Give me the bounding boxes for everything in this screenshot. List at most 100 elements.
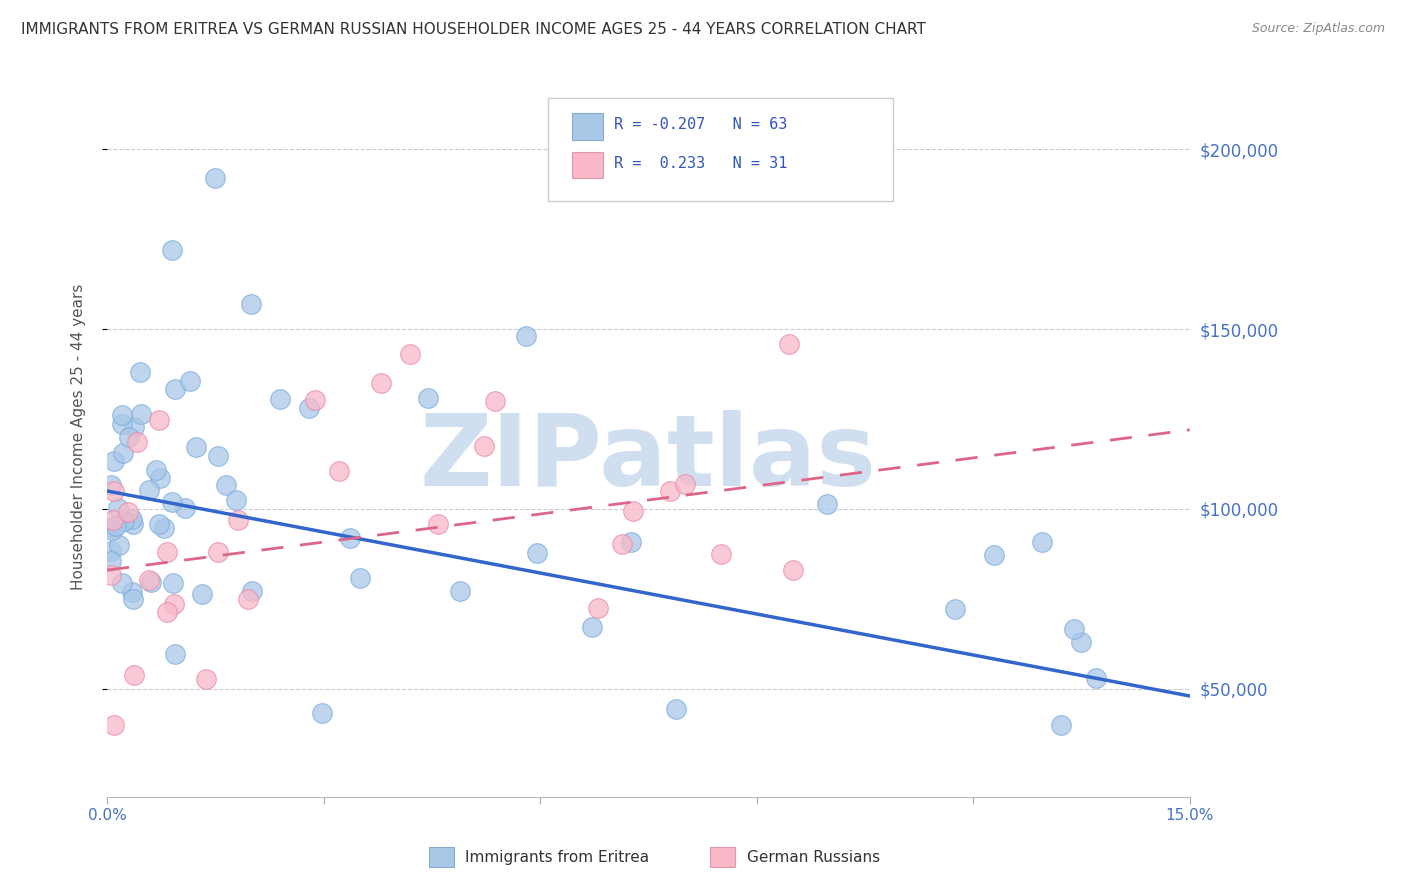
Point bbox=[125, 435, 148, 450]
Point bbox=[148, 517, 170, 532]
Text: IMMIGRANTS FROM ERITREA VS GERMAN RUSSIAN HOUSEHOLDER INCOME AGES 25 - 44 YEARS : IMMIGRANTS FROM ERITREA VS GERMAN RUSSIA… bbox=[21, 22, 927, 37]
Point bbox=[815, 497, 838, 511]
Point bbox=[349, 571, 371, 585]
Point bbox=[100, 568, 122, 582]
Point bbox=[226, 513, 249, 527]
Point bbox=[588, 601, 610, 615]
Point bbox=[526, 546, 548, 560]
Point bbox=[103, 718, 125, 732]
Point bbox=[418, 392, 440, 406]
Point bbox=[138, 483, 160, 497]
Point bbox=[619, 535, 641, 549]
Point bbox=[269, 392, 291, 407]
Point bbox=[983, 548, 1005, 562]
Point bbox=[121, 512, 143, 526]
Point bbox=[778, 337, 800, 351]
Point bbox=[108, 538, 131, 552]
Point bbox=[107, 500, 129, 515]
Point bbox=[100, 520, 122, 534]
Point bbox=[153, 521, 176, 535]
Point bbox=[370, 376, 392, 391]
Point bbox=[129, 365, 152, 379]
Point bbox=[122, 420, 145, 434]
Point bbox=[160, 495, 183, 509]
Point bbox=[943, 601, 966, 615]
Point bbox=[1084, 671, 1107, 685]
Point bbox=[184, 440, 207, 454]
Point bbox=[515, 329, 537, 343]
Point bbox=[129, 408, 152, 422]
Point bbox=[1050, 718, 1073, 732]
Point bbox=[240, 297, 263, 311]
Point bbox=[122, 668, 145, 682]
Point bbox=[339, 531, 361, 545]
Point bbox=[112, 446, 135, 460]
Point bbox=[240, 583, 263, 598]
Point bbox=[1070, 635, 1092, 649]
Point bbox=[1063, 622, 1085, 636]
Point bbox=[139, 574, 162, 589]
Point bbox=[103, 454, 125, 468]
Point bbox=[449, 583, 471, 598]
Point bbox=[304, 393, 326, 408]
Point bbox=[103, 483, 125, 498]
Point bbox=[111, 417, 134, 432]
Point bbox=[100, 478, 122, 492]
Point bbox=[225, 492, 247, 507]
Point bbox=[191, 587, 214, 601]
Point bbox=[156, 545, 179, 559]
Point bbox=[215, 478, 238, 492]
Point bbox=[207, 545, 229, 559]
Point bbox=[162, 575, 184, 590]
Point bbox=[581, 620, 603, 634]
Point bbox=[148, 413, 170, 427]
Point bbox=[311, 706, 333, 721]
Point bbox=[118, 430, 141, 444]
Point bbox=[163, 597, 186, 611]
Point bbox=[710, 547, 733, 561]
Point bbox=[426, 517, 449, 532]
Point bbox=[236, 591, 259, 606]
Text: R =  0.233   N = 31: R = 0.233 N = 31 bbox=[614, 156, 787, 170]
Point bbox=[621, 503, 644, 517]
Point bbox=[399, 347, 422, 361]
Point bbox=[328, 463, 350, 477]
Point bbox=[105, 518, 128, 533]
Point bbox=[174, 500, 197, 515]
Point bbox=[179, 374, 201, 388]
Point bbox=[156, 605, 179, 619]
Point bbox=[165, 383, 187, 397]
Point bbox=[100, 544, 122, 558]
Point bbox=[659, 483, 682, 498]
Point bbox=[121, 585, 143, 599]
Point bbox=[665, 702, 688, 716]
Point bbox=[612, 537, 634, 551]
Point bbox=[149, 471, 172, 485]
Point bbox=[207, 449, 229, 463]
Point bbox=[122, 592, 145, 607]
Point bbox=[163, 647, 186, 661]
Point bbox=[675, 476, 697, 491]
Point bbox=[110, 408, 132, 422]
Point bbox=[474, 439, 496, 453]
Point bbox=[194, 672, 217, 686]
Point bbox=[117, 505, 139, 519]
Point bbox=[298, 401, 321, 416]
Text: R = -0.207   N = 63: R = -0.207 N = 63 bbox=[614, 118, 787, 132]
Y-axis label: Householder Income Ages 25 - 44 years: Householder Income Ages 25 - 44 years bbox=[72, 284, 86, 591]
Point bbox=[101, 523, 124, 537]
Point bbox=[782, 563, 804, 577]
Point bbox=[484, 393, 506, 408]
Point bbox=[100, 554, 122, 568]
Point bbox=[204, 171, 226, 186]
Point bbox=[138, 573, 160, 587]
Point bbox=[112, 514, 135, 528]
Text: Source: ZipAtlas.com: Source: ZipAtlas.com bbox=[1251, 22, 1385, 36]
Point bbox=[145, 463, 167, 477]
Point bbox=[160, 243, 183, 257]
Point bbox=[1031, 534, 1053, 549]
Text: ZIPatlas: ZIPatlas bbox=[420, 410, 877, 508]
Point bbox=[111, 576, 134, 591]
Point bbox=[122, 516, 145, 531]
Text: Immigrants from Eritrea: Immigrants from Eritrea bbox=[465, 850, 650, 864]
